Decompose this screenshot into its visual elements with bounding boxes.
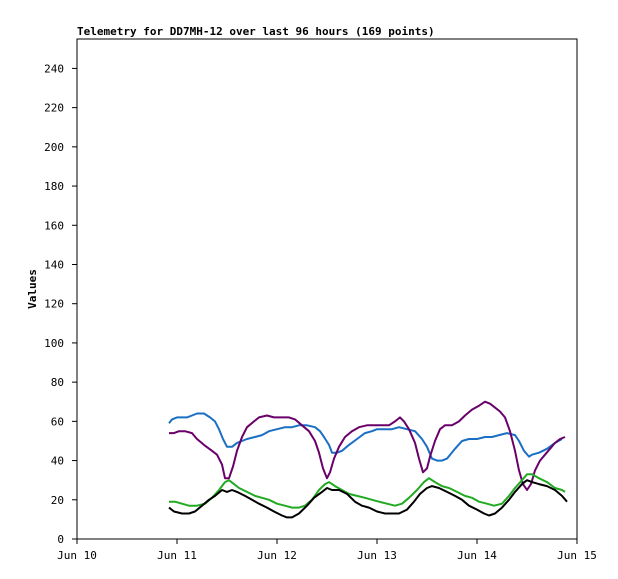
- y-tick-label: 40: [51, 455, 64, 468]
- y-tick-label: 160: [44, 219, 64, 232]
- plot-area: [76, 38, 578, 540]
- y-tick-label: 180: [44, 180, 64, 193]
- chart-title: Telemetry for DD7MH-12 over last 96 hour…: [77, 25, 435, 38]
- series-lines: [168, 400, 568, 519]
- series-line-2: [169, 400, 566, 491]
- y-tick-label: 20: [51, 494, 64, 507]
- x-tick-label: Jun 10: [57, 549, 97, 562]
- y-tick-label: 60: [51, 415, 64, 428]
- y-tick-label: 140: [44, 258, 64, 271]
- axis-ticks: 0 20 40 60 80 100 120 140 160 180 200 220 240 Jun 10 J…: [44, 62, 597, 562]
- x-tick-label: Jun 12: [257, 549, 297, 562]
- y-tick-label: 0: [57, 533, 64, 546]
- y-tick-label: 100: [44, 337, 64, 350]
- x-tick-label: Jun 11: [157, 549, 197, 562]
- x-tick-label: Jun 15: [557, 549, 597, 562]
- y-tick-label: 220: [44, 102, 64, 115]
- y-axis-label: Values: [26, 269, 39, 309]
- series-line-1: [168, 412, 563, 462]
- x-tick-label: Jun 13: [357, 549, 397, 562]
- y-tick-label: 120: [44, 298, 64, 311]
- series-line-3: [169, 473, 566, 509]
- y-tick-label: 80: [51, 376, 64, 389]
- x-tick-label: Jun 14: [457, 549, 497, 562]
- y-tick-label: 240: [44, 62, 64, 75]
- y-tick-label: 200: [44, 141, 64, 154]
- series-line-4: [168, 479, 568, 519]
